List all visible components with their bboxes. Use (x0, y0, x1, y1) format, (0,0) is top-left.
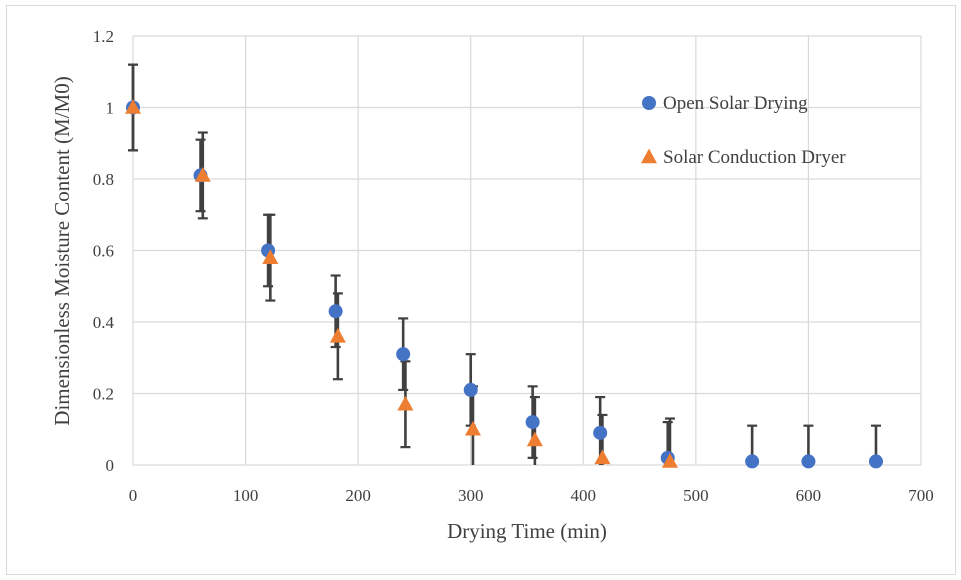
legend: Open Solar Drying Solar Conduction Dryer (641, 93, 846, 168)
legend-entry: Open Solar Drying (642, 93, 808, 114)
x-tick-label: 300 (458, 486, 484, 505)
y-tick-label: 0.2 (93, 385, 114, 404)
data-point-triangle (329, 327, 346, 343)
x-axis-title: Drying Time (min) (447, 519, 607, 543)
data-point-triangle (125, 99, 141, 114)
legend-label: Solar Conduction Dryer (663, 147, 846, 168)
chart-frame (6, 5, 956, 575)
x-tick-label: 600 (796, 486, 822, 505)
data-point-triangle (661, 453, 678, 468)
legend-marker-circle (642, 96, 656, 110)
series-solar-conduction-dryer (125, 99, 678, 468)
x-tick-label: 500 (683, 486, 709, 505)
x-tick-label: 400 (571, 486, 597, 505)
data-point-triangle (594, 449, 611, 465)
y-tick-label: 0 (106, 456, 115, 475)
data-point-circle (396, 347, 411, 362)
data-point-circle (328, 304, 343, 319)
y-tick-label: 0.4 (93, 313, 115, 332)
data-point-triangle (464, 420, 481, 436)
data-point-circle (463, 382, 478, 397)
y-tick-labels: 0 0.2 0.4 0.6 0.8 1 1.2 (93, 27, 115, 475)
y-tick-label: 0.8 (93, 170, 114, 189)
data-point-circle (868, 454, 883, 469)
legend-label: Open Solar Drying (663, 93, 808, 114)
x-tick-label: 200 (345, 486, 371, 505)
y-tick-label: 1.2 (93, 27, 114, 46)
y-tick-label: 1 (106, 99, 115, 118)
data-point-circle (801, 454, 816, 469)
data-point-triangle (397, 395, 414, 411)
y-axis-title: Dimensionless Moisture Content (M/M0) (50, 76, 74, 425)
data-point-triangle (194, 167, 211, 182)
x-tick-label: 700 (908, 486, 934, 505)
data-point-triangle (262, 249, 279, 264)
legend-entry: Solar Conduction Dryer (641, 147, 846, 168)
error-bars (128, 63, 881, 465)
x-tick-label: 100 (233, 486, 259, 505)
error-bar (529, 395, 540, 465)
x-tick-labels: 0 100 200 300 400 500 600 700 (129, 486, 934, 505)
y-tick-label: 0.6 (93, 242, 114, 261)
x-tick-label: 0 (129, 486, 138, 505)
data-point-circle (745, 454, 760, 469)
data-point-circle (593, 425, 608, 440)
data-point-triangle (526, 431, 543, 447)
grid-lines (133, 35, 922, 465)
legend-marker-triangle (641, 148, 657, 164)
data-point-circle (525, 415, 540, 430)
data-series (125, 99, 883, 469)
